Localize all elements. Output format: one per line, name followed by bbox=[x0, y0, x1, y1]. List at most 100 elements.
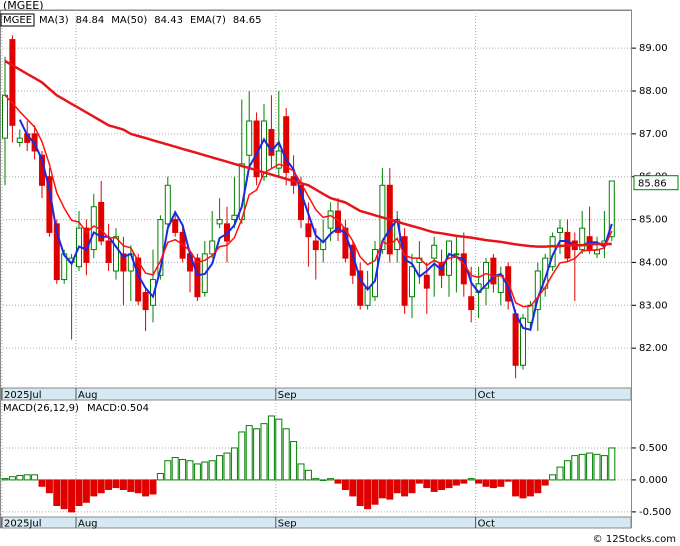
candle-body bbox=[557, 227, 563, 233]
x-tick-label: Sep bbox=[278, 390, 297, 401]
macd-bar bbox=[393, 479, 401, 494]
macd-bar bbox=[134, 479, 142, 494]
candle-body bbox=[98, 201, 105, 242]
macd-bar bbox=[201, 461, 209, 481]
candle-body bbox=[490, 257, 497, 285]
macd-bar bbox=[549, 474, 557, 481]
y-tick-label: 89.00 bbox=[639, 43, 668, 54]
macd-bar bbox=[297, 463, 305, 481]
macd-bar bbox=[467, 478, 475, 481]
legend-entry: EMA(7) bbox=[190, 15, 226, 26]
candle-body bbox=[53, 223, 60, 281]
y-tick-label: 83.00 bbox=[639, 300, 668, 311]
candle-body bbox=[105, 240, 112, 263]
macd-bar bbox=[364, 479, 372, 510]
legend-value: 84.84 bbox=[76, 15, 105, 26]
macd-bar bbox=[1, 478, 9, 481]
y-tick-label: 0.500 bbox=[639, 443, 668, 454]
macd-bar bbox=[230, 447, 238, 481]
macd-bar bbox=[341, 479, 349, 491]
macd-bar bbox=[401, 479, 409, 497]
last-price-label: 85.86 bbox=[638, 179, 667, 190]
macd-bar bbox=[504, 479, 512, 482]
candle-body bbox=[120, 253, 127, 272]
y-tick-label: 87.00 bbox=[639, 129, 668, 140]
macd-bar bbox=[142, 479, 150, 497]
macd-bar bbox=[267, 415, 275, 481]
macd-bar bbox=[378, 479, 386, 499]
date-strip bbox=[0, 516, 632, 529]
macd-bar bbox=[319, 479, 327, 481]
y-tick-label: 84.00 bbox=[639, 257, 668, 268]
macd-bar bbox=[97, 479, 105, 494]
macd-bar bbox=[534, 479, 542, 494]
macd-bar bbox=[386, 479, 394, 500]
candle-body bbox=[268, 129, 275, 156]
legend-entry: MA(50) bbox=[111, 15, 147, 26]
macd-bar bbox=[608, 447, 616, 481]
macd-bar bbox=[497, 479, 505, 487]
candle-body bbox=[579, 227, 586, 251]
candle-body bbox=[401, 236, 408, 306]
macd-bar bbox=[571, 455, 579, 481]
macd-bar bbox=[216, 455, 224, 481]
x-tick-label: Aug bbox=[78, 390, 98, 401]
macd-bar bbox=[541, 479, 549, 486]
macd-bar bbox=[238, 431, 246, 481]
candle-body bbox=[157, 219, 164, 276]
macd-title: MACD(26,12,9) bbox=[3, 403, 79, 414]
macd-bar bbox=[45, 479, 53, 494]
macd-bar bbox=[127, 479, 135, 492]
legend-value: 84.65 bbox=[233, 15, 262, 26]
macd-bar bbox=[75, 479, 83, 506]
macd-bar bbox=[519, 479, 527, 499]
macd-bar bbox=[586, 452, 594, 481]
x-tick-label: 2025Jul bbox=[4, 390, 42, 401]
candle-body bbox=[164, 184, 171, 225]
macd-bar bbox=[90, 479, 98, 497]
macd-bar bbox=[156, 473, 164, 481]
macd-bar bbox=[60, 479, 68, 510]
candle-body bbox=[327, 210, 334, 229]
macd-bar bbox=[371, 479, 379, 505]
candle-body bbox=[261, 120, 267, 178]
macd-bar bbox=[290, 441, 298, 481]
macd-bar bbox=[489, 479, 497, 489]
macd-bar bbox=[260, 423, 268, 481]
macd-bar bbox=[8, 476, 16, 481]
candle-body bbox=[246, 120, 253, 156]
candle-body bbox=[453, 253, 460, 256]
candle-body bbox=[194, 257, 201, 298]
candle-body bbox=[512, 313, 519, 366]
macd-bar bbox=[452, 479, 460, 486]
macd-bar bbox=[82, 479, 90, 503]
candle-body bbox=[409, 266, 415, 298]
macd-bar bbox=[245, 425, 253, 481]
macd-bar bbox=[23, 474, 31, 481]
macd-bar bbox=[275, 418, 283, 481]
candle-body bbox=[113, 236, 119, 272]
candle-body bbox=[520, 317, 526, 366]
macd-bar bbox=[31, 474, 39, 481]
candle-body bbox=[335, 210, 341, 233]
macd-bar bbox=[482, 479, 490, 487]
candle-body bbox=[305, 223, 312, 238]
macd-bar bbox=[415, 479, 423, 484]
x-tick-label: Oct bbox=[478, 519, 495, 530]
macd-bar bbox=[408, 479, 416, 494]
macd-bar bbox=[179, 458, 187, 481]
macd-bar bbox=[445, 479, 453, 489]
x-tick-label: Sep bbox=[278, 519, 297, 530]
macd-bar bbox=[282, 428, 290, 481]
legend-entry: MA(3) bbox=[39, 15, 69, 26]
macd-bar bbox=[438, 479, 446, 491]
y-tick-label: 88.00 bbox=[639, 86, 668, 97]
candle-body bbox=[431, 244, 438, 259]
candle-body bbox=[357, 270, 364, 306]
candle-body bbox=[209, 240, 216, 255]
candle-body bbox=[608, 180, 615, 238]
footer: © 12Stocks.com bbox=[593, 534, 676, 545]
candle-body bbox=[283, 116, 290, 173]
